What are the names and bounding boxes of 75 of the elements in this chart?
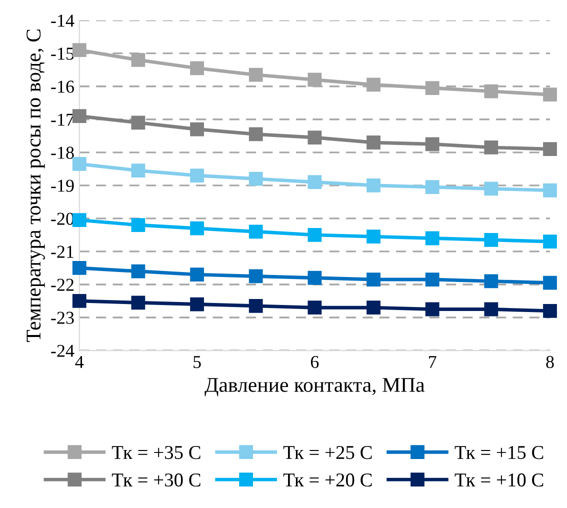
point (72, 109, 86, 124)
point (543, 304, 557, 318)
y-tick-label: -24 (51, 344, 74, 357)
point (366, 272, 380, 286)
point (543, 234, 557, 248)
point (308, 300, 322, 315)
point (308, 270, 322, 285)
legend-label: Тк = +25 С (283, 446, 372, 460)
x-tick-label: 6 (310, 356, 319, 368)
point (248, 269, 263, 284)
point (190, 297, 204, 312)
x-tick-label: 8 (546, 356, 554, 368)
y-tick-label: -14 (51, 14, 74, 27)
point (484, 232, 498, 247)
point (131, 116, 146, 130)
point (131, 53, 146, 67)
point (131, 296, 146, 310)
y-tick-label: -19 (51, 180, 74, 192)
y-tick-label: -22 (51, 278, 74, 291)
point (190, 221, 204, 236)
point (366, 300, 380, 315)
point (484, 302, 498, 316)
point (131, 264, 146, 278)
point (484, 84, 498, 98)
point (190, 122, 204, 136)
point (248, 68, 263, 82)
point (72, 294, 86, 308)
point (425, 302, 440, 316)
point (366, 230, 380, 244)
point (248, 224, 263, 239)
point (366, 178, 380, 192)
point (308, 72, 322, 87)
point (425, 81, 440, 95)
point (72, 213, 86, 228)
point (425, 272, 440, 286)
x-tick-label: 5 (194, 356, 201, 368)
point (366, 78, 380, 92)
point (131, 218, 146, 232)
point (308, 228, 322, 242)
point (131, 164, 146, 178)
point (190, 168, 204, 182)
x-axis-title: Давление контакта, МПа (204, 378, 425, 396)
x-tick-label: 7 (429, 356, 436, 368)
y-tick-label: -18 (51, 146, 74, 159)
y-tick-label: -23 (51, 312, 74, 324)
point (308, 175, 322, 190)
point (190, 61, 204, 76)
point (425, 231, 440, 246)
y-tick-label: -21 (51, 246, 74, 258)
point (543, 183, 557, 198)
x-tick-label: 4 (75, 356, 84, 368)
point (484, 140, 498, 154)
point (425, 137, 440, 152)
point (248, 299, 263, 313)
point (308, 130, 322, 144)
legend-label: Тк = +35 С (112, 446, 200, 460)
point (72, 43, 86, 57)
point (190, 268, 204, 282)
legend-label: Тк = +15 С (454, 446, 544, 460)
y-axis-title: Температура точки росы по воде, С (26, 30, 45, 342)
point (248, 127, 263, 142)
point (543, 88, 557, 102)
point (543, 142, 557, 156)
legend-label: Тк = +10 С (454, 473, 544, 487)
point (484, 182, 498, 196)
y-tick-label: -16 (51, 80, 74, 93)
point (248, 172, 263, 186)
legend-label: Тк = +30 С (112, 473, 200, 487)
legend-label: Тк = +20 С (283, 473, 372, 487)
point (543, 276, 557, 290)
point (72, 261, 86, 275)
point (366, 136, 380, 150)
point (72, 157, 86, 171)
point (484, 274, 498, 288)
point (425, 180, 440, 194)
